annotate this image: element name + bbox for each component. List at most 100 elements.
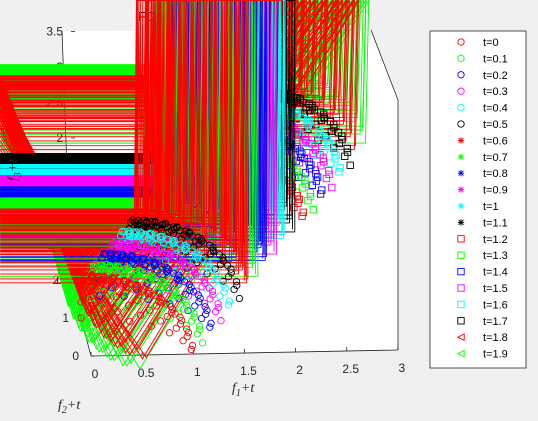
legend-marker: [457, 235, 465, 243]
legend-marker: [457, 120, 465, 128]
legend-entry: t=1.3: [457, 250, 508, 262]
legend-marker: [457, 267, 465, 276]
data-point: [193, 258, 201, 267]
data-point: [216, 292, 224, 300]
x-tick-label: 0.5: [138, 366, 155, 380]
data-point: [0, 0, 367, 367]
legend-entry: t=0.9: [457, 185, 508, 197]
data-point: [197, 314, 206, 323]
data-point: [181, 241, 189, 250]
legend-entry: t=1.5: [457, 283, 508, 295]
data-point: [298, 184, 307, 192]
data-point: [0, 0, 364, 365]
data-point: [327, 159, 335, 167]
legend-entry: t=0.2: [457, 70, 508, 82]
data-point: [145, 306, 154, 314]
data-point: [0, 0, 337, 337]
data-point: [205, 261, 214, 269]
series-t=0.6: [0, 0, 283, 284]
data-point: [102, 314, 110, 323]
data-point: [114, 307, 122, 316]
data-point: [156, 317, 165, 325]
data-point: [151, 291, 159, 300]
data-point: [143, 218, 151, 227]
legend-marker: [457, 284, 465, 292]
svg-text:f2+t: f2+t: [58, 398, 81, 416]
data-point: [89, 280, 97, 289]
data-point: [202, 310, 210, 318]
legend-marker: [457, 87, 465, 95]
data-point: [126, 218, 135, 226]
data-point: [220, 288, 228, 296]
data-point: [308, 181, 316, 189]
data-point: [92, 272, 100, 281]
x-axis-ticks: 0 0.5 1 1.5 2 2.5 3: [90, 346, 406, 381]
data-point: [0, 0, 308, 308]
series-t=0.1: [86, 260, 207, 347]
data-point: [77, 298, 85, 306]
legend-label: t=0.3: [483, 86, 508, 98]
data-point: [133, 296, 142, 305]
data-point: [319, 158, 328, 166]
data-point: [209, 243, 217, 252]
data-point: [300, 124, 308, 132]
data-point: [158, 263, 166, 271]
data-point: [134, 257, 143, 265]
data-point: [81, 272, 89, 280]
data-point: [116, 239, 124, 247]
y-tick-label: 0: [72, 349, 79, 363]
data-point: [145, 271, 153, 280]
data-point: [169, 294, 178, 302]
data-point: [0, 0, 354, 355]
data-point: [224, 273, 233, 281]
data-point: [135, 232, 143, 241]
data-point: [207, 319, 215, 327]
data-point: [0, 0, 354, 354]
legend-entry: t=0.7: [457, 152, 508, 164]
data-point: [190, 309, 198, 318]
data-point: [78, 285, 86, 294]
data-point: [159, 270, 167, 279]
data-point: [217, 317, 225, 325]
data-point: [120, 228, 129, 236]
data-point: [310, 122, 318, 131]
data-point: [128, 272, 136, 280]
data-point: [341, 152, 349, 160]
legend-label: t=1.6: [483, 299, 508, 311]
data-point: [293, 110, 302, 118]
data-point: [101, 299, 109, 307]
data-point: [225, 297, 234, 305]
data-point: [170, 269, 178, 277]
legend-entry: t=1.6: [457, 299, 508, 311]
data-point: [124, 241, 133, 249]
data-point: [343, 144, 351, 153]
data-point: [148, 217, 157, 226]
data-point: [150, 260, 159, 269]
data-point: [190, 266, 199, 274]
data-point: [193, 272, 202, 281]
data-point: [317, 116, 325, 125]
data-point: [0, 0, 328, 328]
data-point: [0, 0, 292, 293]
data-point: [309, 206, 317, 214]
legend-label: t=1.7: [483, 316, 508, 328]
legend-label: t=0.5: [483, 119, 508, 131]
data-point: [177, 235, 185, 243]
data-point: [346, 161, 354, 169]
legend-label: t=0.9: [483, 185, 508, 197]
data-point: [111, 262, 120, 270]
legend: t=0 t=0.1 t=0.2 t=0.3 t=0.4 t=0.5 t=0.6 t=0.7 t=…: [429, 30, 527, 369]
data-point: [174, 280, 183, 289]
data-point: [79, 276, 88, 285]
data-point: [162, 264, 171, 272]
data-point: [188, 317, 196, 325]
data-point: [127, 247, 135, 256]
data-point: [320, 146, 328, 155]
data-point: [232, 277, 241, 286]
data-point: [167, 309, 176, 317]
legend-marker: [457, 300, 465, 309]
y-axis-label: f2+t: [58, 398, 81, 416]
data-point: [183, 325, 191, 333]
data-point: [299, 208, 307, 216]
legend-marker: [457, 54, 465, 63]
